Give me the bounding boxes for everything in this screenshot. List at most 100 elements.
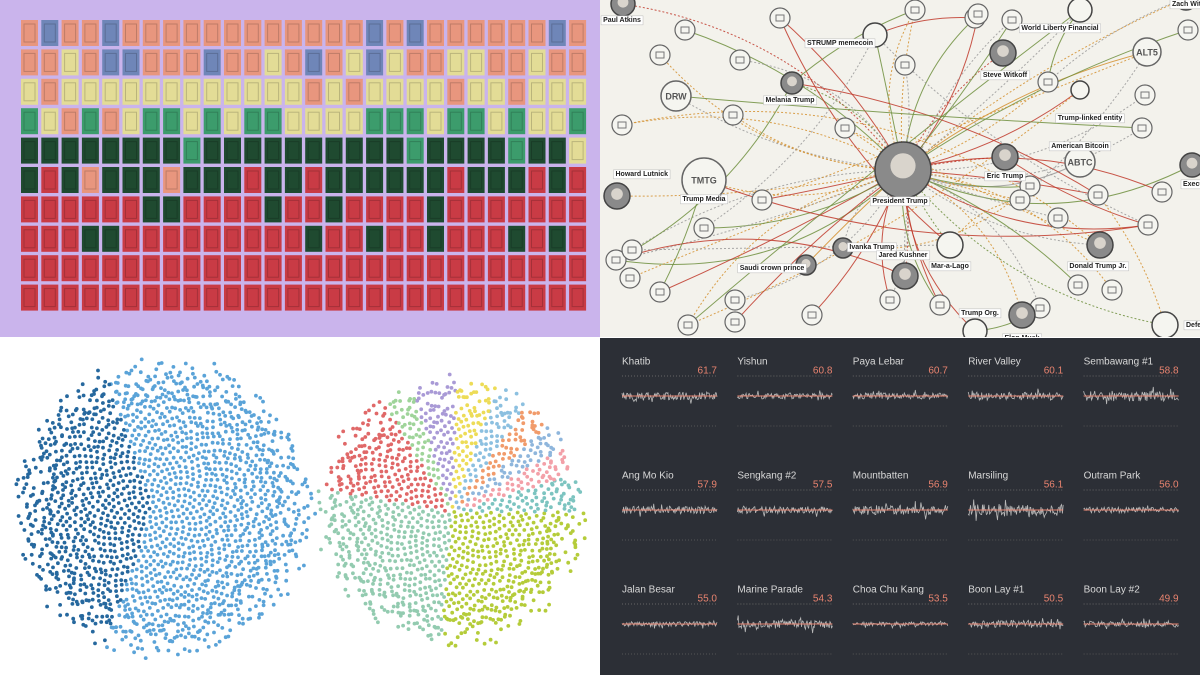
dot: [220, 580, 225, 585]
tile-texture: [145, 52, 158, 72]
dot: [209, 602, 214, 606]
dot: [146, 420, 151, 424]
dot: [128, 439, 133, 444]
tile: [163, 20, 181, 46]
dot: [445, 385, 450, 389]
dot: [432, 537, 436, 542]
dot: [73, 493, 78, 498]
entity-icon: [1037, 71, 1059, 93]
dot: [435, 593, 440, 598]
dot: [155, 410, 159, 415]
dot: [415, 465, 420, 470]
dot: [519, 415, 524, 419]
tile-texture: [348, 111, 361, 131]
tile: [325, 78, 343, 105]
entity-glyph: [1007, 16, 1017, 24]
dot: [533, 542, 538, 546]
dot: [449, 641, 454, 646]
tile: [122, 255, 140, 282]
dot: [167, 532, 172, 537]
dot: [516, 490, 521, 494]
dot: [327, 524, 332, 528]
dot: [468, 571, 473, 575]
dot: [489, 493, 493, 497]
dot: [430, 617, 435, 621]
dot: [217, 434, 222, 439]
entity-icon: [677, 314, 699, 336]
dot: [476, 598, 481, 603]
dot: [498, 579, 502, 583]
dot: [340, 547, 345, 552]
dot: [341, 542, 346, 546]
dot: [103, 572, 108, 577]
dot: [341, 464, 346, 468]
dot: [174, 381, 179, 386]
dot: [204, 559, 209, 564]
dot: [103, 638, 107, 643]
dot: [186, 488, 191, 493]
dot: [334, 552, 339, 557]
dot: [500, 498, 504, 503]
dot: [385, 545, 389, 550]
dot: [141, 516, 146, 520]
tile: [102, 49, 120, 76]
dot: [50, 540, 55, 544]
dot: [103, 523, 108, 528]
dot: [155, 489, 160, 494]
dot: [248, 607, 252, 612]
dot: [117, 613, 122, 618]
dot: [115, 487, 120, 492]
dot: [170, 416, 175, 421]
tile: [345, 167, 363, 193]
dot: [496, 567, 500, 571]
dot: [524, 495, 528, 500]
dot: [205, 431, 210, 436]
dot: [36, 530, 41, 534]
dot: [413, 488, 418, 492]
dot: [198, 520, 203, 525]
dot: [433, 504, 438, 509]
dot: [104, 620, 109, 625]
dot: [139, 420, 144, 425]
tile-texture: [388, 23, 401, 43]
dot: [132, 485, 137, 490]
dot: [379, 440, 383, 445]
dot: [167, 409, 172, 414]
entity-glyph: [840, 124, 850, 132]
dot: [191, 409, 196, 414]
panel-name: Sembawang #1: [1084, 357, 1154, 368]
node-label: Melania Trump: [765, 97, 814, 104]
tile-texture: [388, 199, 401, 219]
dot: [539, 422, 544, 427]
dot: [519, 558, 524, 563]
label-bg: [737, 263, 807, 274]
dot: [471, 491, 475, 495]
dot: [138, 486, 143, 491]
dot: [359, 578, 364, 583]
dot: [267, 503, 272, 507]
dot: [505, 554, 510, 559]
dot: [412, 397, 417, 401]
dot: [263, 492, 268, 497]
dot: [132, 442, 137, 446]
dot: [423, 585, 427, 590]
dot: [425, 614, 430, 618]
dot: [257, 598, 262, 602]
dot: [509, 450, 513, 455]
dot: [74, 527, 78, 532]
dot: [363, 462, 368, 466]
dot: [28, 494, 33, 498]
dot: [91, 430, 96, 434]
dot: [267, 578, 271, 582]
dot: [191, 505, 196, 509]
dot: [177, 493, 182, 498]
dot: [442, 614, 447, 619]
dot: [395, 477, 400, 482]
dot: [383, 503, 388, 508]
dot: [471, 463, 475, 468]
tile-texture: [206, 141, 219, 161]
dot: [507, 512, 511, 517]
dot: [368, 496, 373, 500]
tile-texture: [571, 23, 584, 43]
